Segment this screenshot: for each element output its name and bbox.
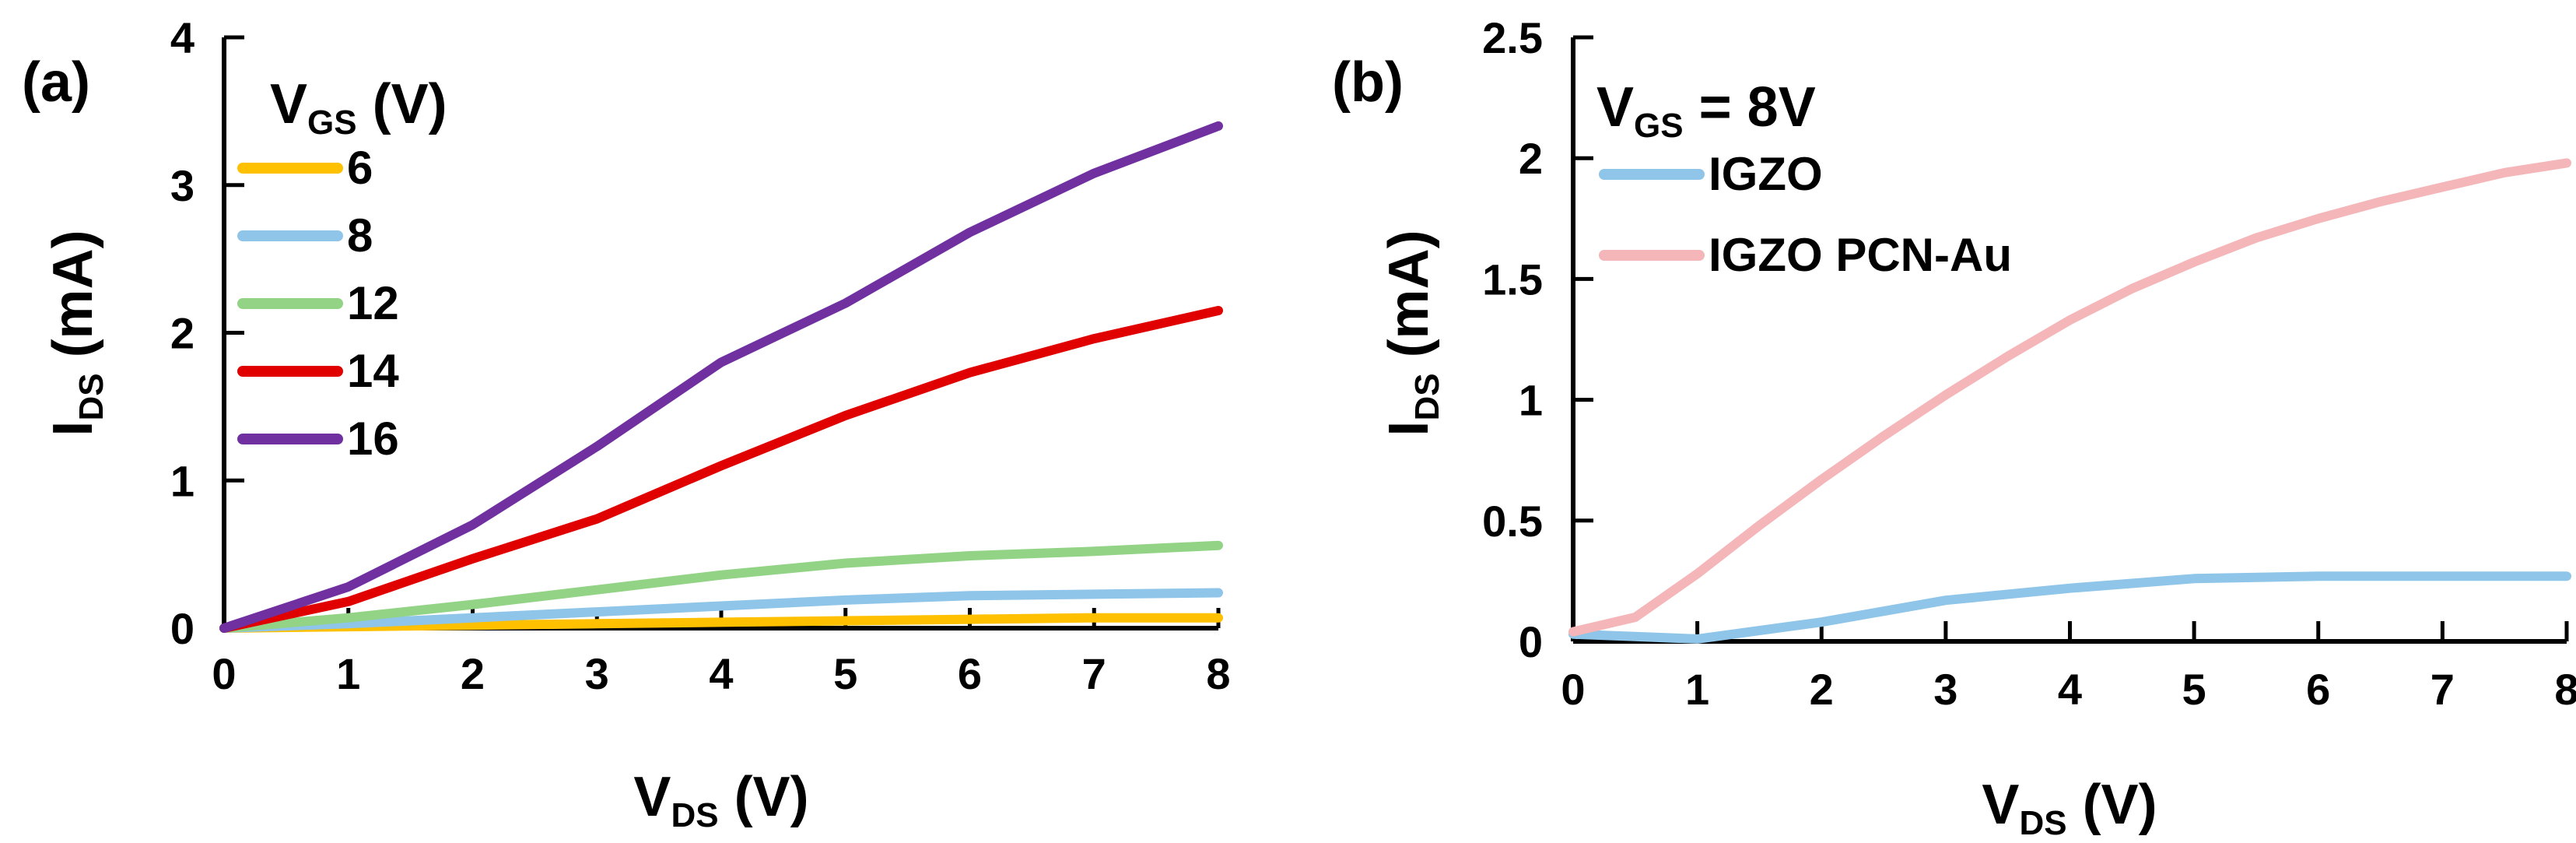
y-tick-label: 2: [1519, 134, 1543, 183]
x-axis-title-main: V: [1982, 774, 2019, 836]
legend-label-14: 14: [347, 345, 399, 397]
legend-label-12: 12: [347, 277, 399, 329]
x-tick-label: 4: [2058, 665, 2082, 714]
legend-title: VGS (V): [270, 73, 447, 142]
x-axis-title: VDS (V): [1982, 774, 2157, 842]
y-tick-label: 2: [170, 309, 195, 358]
y-tick-label: 1: [170, 456, 195, 505]
x-axis-title-unit: (V): [719, 766, 809, 828]
y-axis-title-unit: (mA): [42, 230, 104, 373]
x-axis-title: VDS (V): [633, 766, 808, 834]
series-line-igzo-pcn-au: [1568, 158, 2571, 637]
x-tick-label: 1: [1685, 665, 1709, 714]
y-tick-label: 3: [170, 161, 195, 210]
y-tick-label: 0: [170, 604, 195, 653]
x-tick-label: 2: [1810, 665, 1834, 714]
legend-label-16: 16: [347, 413, 399, 465]
legend-title-main: V: [270, 73, 307, 135]
legend-title-sub: GS: [1634, 107, 1684, 145]
y-tick-label: 1.5: [1482, 255, 1543, 304]
x-tick-label: 1: [336, 649, 360, 698]
y-tick-label: 4: [170, 13, 195, 62]
legend-title-unit: (V): [357, 73, 447, 135]
x-axis-title-main: V: [633, 766, 671, 828]
x-tick-label: 8: [1206, 649, 1230, 698]
x-axis-title-sub: DS: [2019, 804, 2066, 842]
y-axis-title-main: I: [42, 421, 104, 437]
x-tick-label: 0: [212, 649, 236, 698]
y-axis-title-main: I: [1378, 421, 1440, 437]
x-axis-title-unit: (V): [2067, 774, 2157, 836]
x-tick-label: 3: [1933, 665, 1957, 714]
x-tick-label: 5: [833, 649, 857, 698]
legend-label-6: 6: [347, 142, 373, 194]
y-tick-label: 0.5: [1482, 497, 1543, 546]
panel-label: (a): [22, 51, 90, 114]
x-axis-title-sub: DS: [671, 796, 718, 834]
legend-label-8: 8: [347, 209, 373, 262]
y-axis-title: IDS (mA): [1378, 230, 1446, 436]
panel-label: (b): [1332, 51, 1404, 114]
x-tick-label: 8: [2554, 665, 2576, 714]
y-tick-label: 0: [1519, 617, 1543, 666]
legend-title-main: V: [1596, 76, 1634, 139]
legend-label-igzo-pcn-au: IGZO PCN-Au: [1709, 229, 2012, 281]
x-tick-label: 0: [1561, 665, 1585, 714]
series-line-12: [219, 540, 1223, 633]
legend-title-unit: = 8V: [1684, 76, 1816, 139]
legend-title-sub: GS: [307, 104, 357, 142]
series-line-8: [219, 588, 1223, 633]
x-tick-label: 6: [958, 649, 982, 698]
series-line-igzo: [1568, 571, 2571, 644]
x-tick-label: 3: [585, 649, 609, 698]
x-tick-label: 7: [2431, 665, 2455, 714]
y-axis-title-unit: (mA): [1378, 230, 1440, 373]
series-line-14: [219, 306, 1223, 633]
x-tick-label: 5: [2182, 665, 2206, 714]
y-tick-label: 1: [1519, 376, 1543, 425]
series-line-16: [219, 121, 1223, 633]
y-tick-label: 2.5: [1482, 13, 1543, 62]
y-axis-title-sub: DS: [1408, 373, 1446, 420]
x-tick-label: 7: [1082, 649, 1106, 698]
y-axis-title-sub: DS: [72, 373, 110, 420]
x-tick-label: 2: [461, 649, 485, 698]
x-tick-label: 4: [709, 649, 733, 698]
legend-title: VGS = 8V: [1596, 76, 1816, 145]
legend-label-igzo: IGZO: [1709, 148, 1823, 200]
y-axis-title: IDS (mA): [42, 230, 110, 436]
x-tick-label: 6: [2306, 665, 2330, 714]
